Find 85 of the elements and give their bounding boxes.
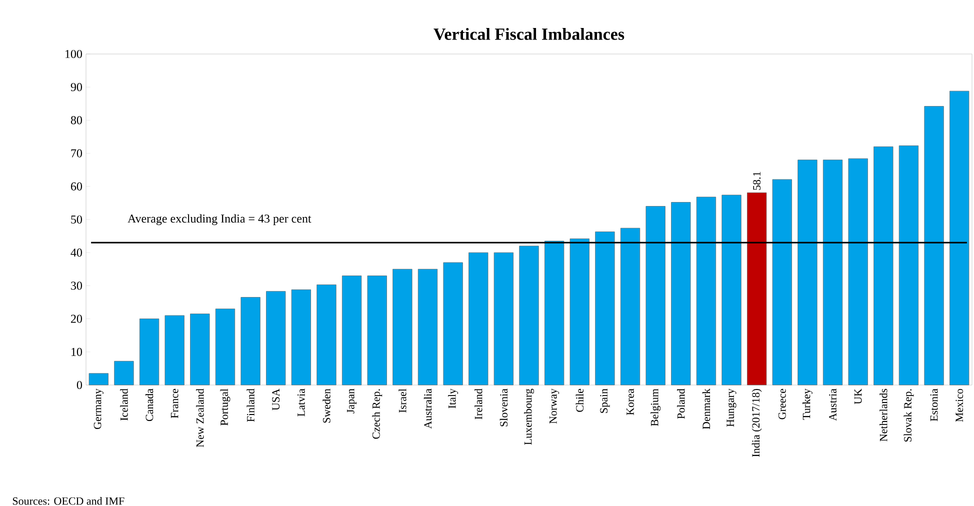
bar xyxy=(215,308,236,386)
bar xyxy=(620,228,640,386)
y-tick-label: 20 xyxy=(71,314,82,323)
bar xyxy=(898,145,919,386)
x-tick-label: Sweden xyxy=(322,388,330,423)
bar xyxy=(570,238,590,386)
x-tick-label: Austria xyxy=(829,388,836,421)
bar xyxy=(595,232,615,386)
bar xyxy=(164,315,184,386)
bar xyxy=(240,297,260,386)
x-tick-label: Germany xyxy=(94,388,104,430)
x-tick-label: Spain xyxy=(600,388,610,413)
bar xyxy=(722,194,742,386)
bar xyxy=(671,202,691,386)
x-tick-label: UK xyxy=(854,388,862,404)
x-tick-label: Estonia xyxy=(930,388,938,422)
x-tick-label: Netherlands xyxy=(880,388,888,442)
ref-line-label: Average excluding India = 43 per cent xyxy=(128,214,312,226)
bar xyxy=(798,160,818,386)
x-tick-label: France xyxy=(170,388,178,418)
x-tick-label: Chile xyxy=(576,388,584,412)
y-tick-label: 100 xyxy=(66,50,82,58)
bar xyxy=(848,158,868,386)
x-tick-label: India (2017/18) xyxy=(752,389,762,457)
bar xyxy=(924,106,944,386)
bar xyxy=(772,179,792,386)
y-tick-label: 80 xyxy=(70,116,82,124)
y-tick-label: 60 xyxy=(70,182,82,190)
x-tick-label: Finland xyxy=(246,388,254,422)
bar xyxy=(88,373,108,386)
y-tick-label: 40 xyxy=(70,248,82,257)
bar xyxy=(874,146,894,386)
y-tick-label: 50 xyxy=(71,215,82,224)
x-tick-label: Greece xyxy=(778,388,786,420)
x-tick-label: Slovenia xyxy=(500,388,508,426)
bar xyxy=(392,268,412,386)
bar xyxy=(443,262,463,386)
bar xyxy=(822,160,843,386)
bar xyxy=(747,192,767,386)
x-tick-label: Canada xyxy=(145,388,154,422)
x-tick-label: Hungary xyxy=(726,388,736,427)
x-tick-label: USA xyxy=(272,388,280,410)
bar xyxy=(950,90,970,386)
bar xyxy=(367,276,387,386)
x-tick-label: Portugal xyxy=(220,388,230,426)
bar xyxy=(342,276,362,386)
bar xyxy=(418,268,438,386)
bar xyxy=(544,240,564,386)
bar xyxy=(316,284,336,386)
x-tick-label: Mexico xyxy=(956,388,964,422)
x-tick-label: Denmark xyxy=(702,388,710,430)
y-tick-label: 30 xyxy=(71,282,82,290)
bar xyxy=(266,291,286,386)
bar xyxy=(494,252,514,386)
chart-title: Vertical Fiscal Imbalances xyxy=(434,28,624,40)
x-tick-label: New Zealand xyxy=(196,388,204,448)
y-tick-label: 10 xyxy=(72,348,82,356)
x-tick-label: Turkey xyxy=(802,388,812,420)
x-tick-label: Israel xyxy=(398,388,406,413)
y-tick-label: 90 xyxy=(70,83,82,92)
x-tick-label: Ireland xyxy=(474,388,482,420)
x-tick-label: Luxembourg xyxy=(524,388,534,445)
x-tick-label: Latvia xyxy=(297,388,305,416)
bar xyxy=(696,196,716,386)
x-tick-label: Czech Rep. xyxy=(372,389,382,439)
x-tick-label: Japan xyxy=(347,388,357,414)
y-tick-label: 70 xyxy=(71,149,82,158)
y-tick-label: 0 xyxy=(76,380,82,390)
x-tick-label: Italy xyxy=(448,388,458,408)
bar xyxy=(519,246,539,386)
x-tick-label: Norway xyxy=(550,388,560,424)
x-tick-label: Slovak Rep. xyxy=(904,389,914,442)
x-tick-label: Poland xyxy=(677,388,685,419)
x-tick-label: Belgium xyxy=(650,388,661,426)
x-tick-label: Iceland xyxy=(120,388,128,421)
bar xyxy=(646,206,666,386)
x-tick-label: Korea xyxy=(626,388,634,416)
source-note: Sources: OECD and IMF xyxy=(12,497,124,505)
bar xyxy=(114,360,134,386)
bar xyxy=(291,289,311,386)
bar xyxy=(190,314,210,386)
bar xyxy=(468,252,488,386)
bar xyxy=(139,318,160,386)
data-label: 58.1 xyxy=(753,172,761,190)
x-tick-label: Australia xyxy=(424,388,432,429)
